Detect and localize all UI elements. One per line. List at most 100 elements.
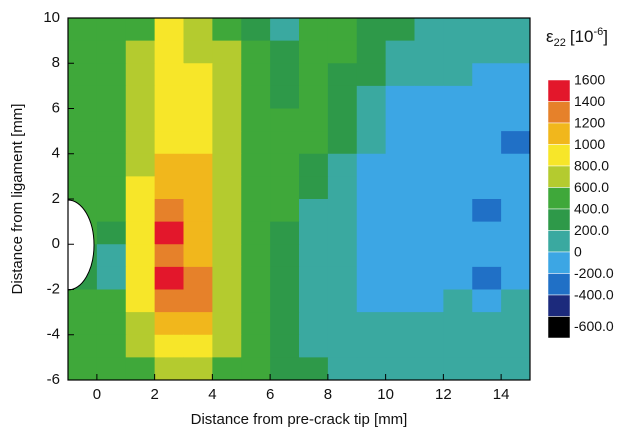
contour-cell <box>96 85 127 109</box>
contour-cell <box>96 289 127 313</box>
contour-cell <box>472 312 502 336</box>
contour-cell <box>241 334 271 358</box>
contour-cell <box>356 176 387 200</box>
x-tick-label: 14 <box>493 386 510 403</box>
contour-cell <box>96 18 127 42</box>
contour-cell <box>212 221 242 245</box>
colorbar-box <box>547 79 571 102</box>
contour-cell <box>472 18 502 42</box>
contour-cell <box>414 199 444 223</box>
contour-cell <box>385 266 415 290</box>
x-tick-label: 10 <box>377 386 394 403</box>
contour-cell <box>183 108 213 132</box>
contour-cell <box>183 221 213 245</box>
contour-cell <box>96 334 127 358</box>
contour-cell <box>414 334 444 358</box>
contour-cell <box>501 334 531 358</box>
contour-cell <box>472 176 502 200</box>
contour-cell <box>241 176 271 200</box>
colorbar-label: 600.0 <box>574 179 609 195</box>
contour-cell <box>385 18 415 42</box>
contour-cell <box>443 108 473 132</box>
contour-cell <box>501 40 531 64</box>
contour-cell <box>125 199 156 223</box>
contour-cell <box>68 131 98 155</box>
x-tick-label: 12 <box>435 386 452 403</box>
contour-cell <box>270 334 300 358</box>
contour-cell <box>270 266 300 290</box>
contour-cell <box>472 357 502 381</box>
contour-cell <box>125 244 156 268</box>
contour-cell <box>96 63 127 87</box>
contour-cell <box>270 244 300 268</box>
contour-cell <box>443 312 473 336</box>
contour-cell <box>154 131 184 155</box>
y-tick-label: 6 <box>52 99 60 116</box>
contour-cell <box>212 334 242 358</box>
contour-cell <box>501 289 531 313</box>
contour-cell <box>270 199 300 223</box>
contour-cell <box>241 131 271 155</box>
contour-cell <box>327 357 358 381</box>
contour-cell <box>356 266 387 290</box>
contour-cell <box>443 266 473 290</box>
contour-cell <box>501 153 531 177</box>
contour-cell <box>241 266 271 290</box>
contour-cell <box>125 153 156 177</box>
colorbar-label: -200.0 <box>574 265 614 281</box>
contour-cell <box>501 312 531 336</box>
contour-cell <box>270 221 300 245</box>
contour-cell <box>414 18 444 42</box>
y-tick-label: -6 <box>47 371 60 388</box>
contour-cell <box>212 108 242 132</box>
contour-cell <box>472 334 502 358</box>
y-tick-label: 8 <box>52 54 60 71</box>
colorbar-label: -600.0 <box>574 318 614 334</box>
contour-cell <box>414 312 444 336</box>
contour-cell <box>501 221 531 245</box>
contour-cell <box>299 176 329 200</box>
contour-cell <box>443 244 473 268</box>
contour-cell <box>183 266 213 290</box>
contour-cell <box>414 40 444 64</box>
colorbar-label: 0 <box>574 244 582 260</box>
contour-cell <box>183 176 213 200</box>
contour-cell <box>472 244 502 268</box>
y-axis-label: Distance from ligament [mm] <box>9 104 26 295</box>
contour-cell <box>443 85 473 109</box>
contour-cell <box>443 153 473 177</box>
contour-cell <box>154 266 184 290</box>
notch <box>67 199 95 291</box>
contour-cell <box>96 357 127 381</box>
contour-cell <box>443 334 473 358</box>
contour-cell <box>68 289 98 313</box>
contour-cell <box>443 131 473 155</box>
colorbar-label: -400.0 <box>574 287 614 303</box>
contour-cell <box>414 63 444 87</box>
contour-cell <box>501 18 531 42</box>
contour-cell <box>125 221 156 245</box>
contour-cell <box>96 221 127 245</box>
contour-cell <box>356 18 387 42</box>
y-tick-label: 0 <box>52 235 60 252</box>
contour-cell <box>327 18 358 42</box>
contour-cell <box>299 63 329 87</box>
contour-cell <box>241 357 271 381</box>
contour-cell <box>501 108 531 132</box>
contour-cell <box>472 153 502 177</box>
contour-cell <box>270 357 300 381</box>
colorbar-label: 200.0 <box>574 222 609 238</box>
contour-cell <box>241 221 271 245</box>
contour-cell <box>68 334 98 358</box>
contour-cell <box>154 334 184 358</box>
contour-cell <box>68 63 98 87</box>
contour-cell <box>299 312 329 336</box>
contour-cell <box>125 289 156 313</box>
x-axis-label: Distance from pre-crack tip [mm] <box>191 411 408 428</box>
contour-field <box>68 18 531 381</box>
contour-cell <box>299 357 329 381</box>
colorbar-box <box>547 144 571 167</box>
contour-cell <box>154 176 184 200</box>
contour-cell <box>125 63 156 87</box>
